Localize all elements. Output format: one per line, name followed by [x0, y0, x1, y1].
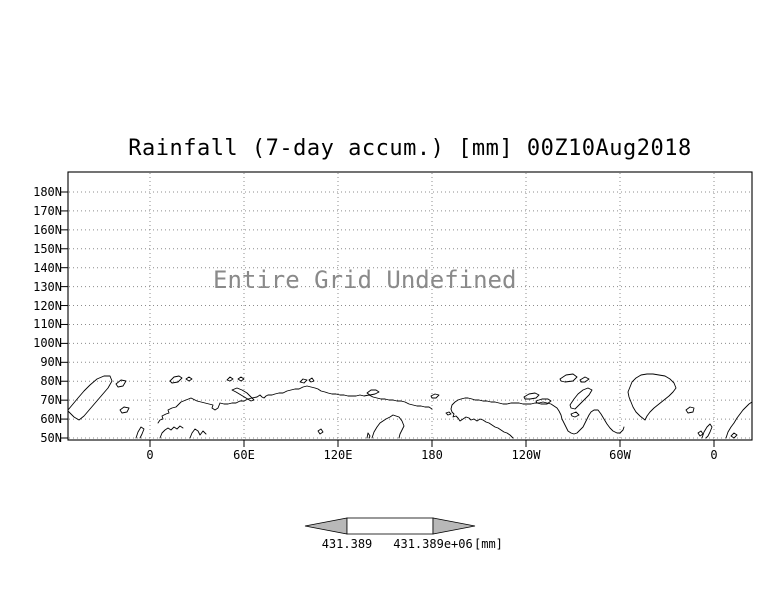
y-axis-label: 110N: [33, 317, 62, 332]
colorbar-left-label: 431.389: [321, 537, 373, 551]
coastline-path: [430, 393, 440, 399]
y-axis-label: 130N: [33, 279, 62, 294]
y-axis-label: 170N: [33, 203, 62, 218]
coastline-path: [627, 373, 677, 421]
x-axis-label: 120E: [323, 448, 353, 462]
y-axis-label: 140N: [33, 260, 62, 275]
coastlines: [67, 373, 753, 439]
coastline-path: [231, 387, 255, 402]
plot-border: [67, 171, 753, 441]
coastline-path: [157, 385, 433, 424]
coastline-path: [685, 406, 695, 414]
x-axis-label: 0: [146, 448, 154, 462]
colorbar-units-label: [mm]: [474, 537, 503, 551]
grid-layer: [69, 173, 751, 439]
colorbar-right-label: 431.389e+06: [393, 537, 473, 551]
coastline-path: [559, 373, 578, 383]
x-axis-label: 120W: [511, 448, 541, 462]
coastline-path: [159, 425, 184, 439]
coastline-path: [237, 376, 245, 382]
y-axis-label: 150N: [33, 241, 62, 256]
coastline-path: [570, 411, 580, 418]
y-axis-label: 50N: [40, 430, 62, 445]
coastline-path: [535, 398, 552, 405]
coastline-path: [185, 376, 193, 382]
y-axis-label: 60N: [40, 412, 62, 427]
coastline-path: [725, 401, 753, 439]
coastline-path: [308, 377, 315, 383]
coastline-path: [366, 389, 380, 396]
x-axis-label: 60E: [233, 448, 255, 462]
x-axis-label: 180: [421, 448, 443, 462]
coastline-path: [67, 375, 113, 421]
coastline-path: [366, 432, 371, 439]
y-axis-label: 80N: [40, 374, 62, 389]
colorbar: [304, 517, 476, 535]
y-axis-label: 100N: [33, 336, 62, 351]
coastline-path: [169, 375, 183, 384]
y-axis-label: 120N: [33, 298, 62, 313]
x-axis-label: 0: [710, 448, 718, 462]
coastline-path: [523, 392, 540, 400]
plot-title: Rainfall (7-day accum.) [mm] 00Z10Aug201…: [128, 136, 692, 161]
coastline-path: [135, 426, 145, 439]
x-axis-label: 60W: [609, 448, 631, 462]
colorbar-box: [346, 517, 434, 535]
coastline-path: [701, 423, 713, 439]
colorbar-right-arrow-icon: [432, 517, 476, 535]
coastline-path: [450, 397, 625, 435]
coastline-path: [371, 414, 405, 439]
y-axis-label: 160N: [33, 222, 62, 237]
coastline-path: [445, 411, 452, 416]
coastline-path: [730, 432, 738, 439]
y-axis-label: 180N: [33, 185, 62, 199]
coastline-path: [569, 387, 593, 410]
undefined-grid-message: Entire Grid Undefined: [213, 266, 517, 294]
colorbar-left-arrow-icon: [304, 517, 348, 535]
y-axis-label: 70N: [40, 393, 62, 408]
coastline-path: [299, 378, 308, 384]
coastline-path: [189, 428, 207, 439]
tick-layer: [61, 191, 715, 447]
coastline-path: [226, 376, 234, 382]
y-axis-label: 90N: [40, 355, 62, 370]
coastline-path: [317, 428, 324, 435]
coastline-path: [119, 406, 130, 414]
coastline-path: [697, 430, 704, 437]
coastline-path: [450, 408, 514, 439]
coastline-path: [579, 376, 590, 383]
coastline-path: [115, 379, 127, 388]
